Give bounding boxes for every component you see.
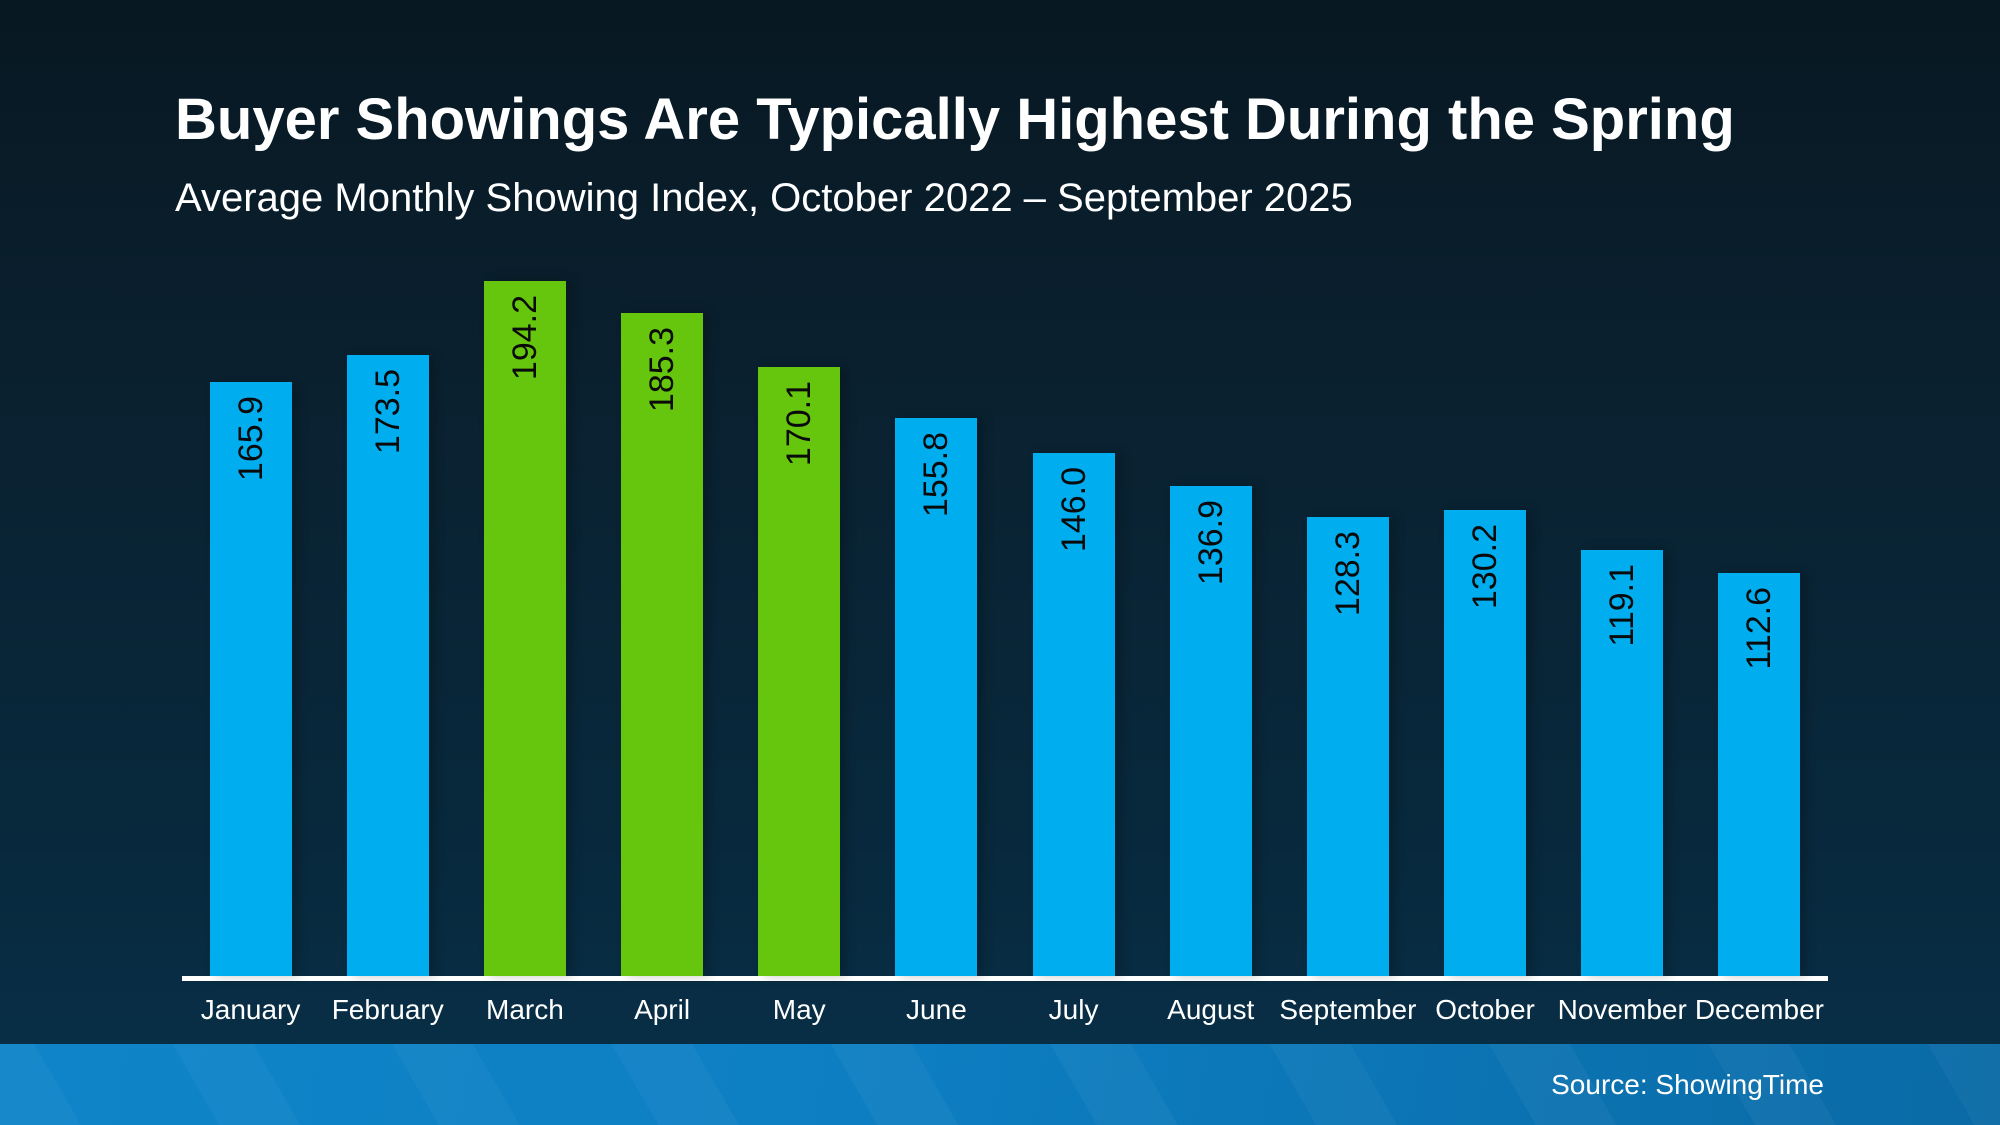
bar-august: 136.9 (1169, 486, 1252, 976)
bar-value-may: 170.1 (780, 381, 819, 467)
bar-value-september: 128.3 (1328, 531, 1367, 617)
x-tick-march: March (486, 994, 564, 1025)
bar-value-january: 165.9 (231, 396, 270, 482)
source-attribution: Source: ShowingTime (1551, 1069, 1824, 1100)
bar-value-august: 136.9 (1191, 500, 1230, 586)
x-tick-june: June (906, 994, 967, 1025)
bar-april: 185.3 (621, 313, 704, 976)
bar-value-july: 146.0 (1054, 467, 1093, 553)
bar-value-june: 155.8 (917, 432, 956, 518)
x-tick-december: December (1694, 994, 1824, 1025)
x-tick-january: January (200, 994, 301, 1025)
bar-september: 128.3 (1306, 517, 1389, 976)
x-tick-april: April (634, 994, 691, 1025)
chart-plot-area: 165.9 173.5 194.2 185.3 170.1 155.8 146.0 136.9… (182, 240, 1828, 981)
x-tick-may: May (772, 994, 826, 1025)
x-tick-august: August (1167, 994, 1255, 1025)
bar-october: 130.2 (1444, 510, 1527, 976)
bar-february: 173.5 (346, 355, 429, 976)
x-tick-february: February (331, 994, 444, 1025)
x-tick-september: September (1279, 994, 1417, 1025)
bar-january: 165.9 (209, 382, 292, 976)
bar-may: 170.1 (758, 367, 841, 976)
bar-june: 155.8 (895, 418, 978, 976)
bar-value-march: 194.2 (505, 295, 544, 381)
bar-value-december: 112.6 (1740, 587, 1779, 670)
x-axis-line (182, 976, 1828, 981)
bar-march: 194.2 (483, 281, 566, 976)
x-tick-november: November (1557, 994, 1687, 1025)
x-axis-labels: January February March April May June July Augu… (182, 990, 1828, 1030)
bar-december: 112.6 (1718, 573, 1801, 976)
bar-value-october: 130.2 (1466, 524, 1505, 610)
bar-november: 119.1 (1581, 550, 1664, 976)
bar-value-april: 185.3 (643, 327, 682, 413)
x-tick-july: July (1048, 994, 1099, 1025)
chart-subtitle: Average Monthly Showing Index, October 2… (175, 176, 1353, 220)
chart-title: Buyer Showings Are Typically Highest Dur… (175, 87, 1735, 152)
bar-value-november: 119.1 (1603, 564, 1642, 647)
bar-value-february: 173.5 (368, 369, 407, 455)
bar-july: 146.0 (1032, 453, 1115, 976)
footer-bar: Source: ShowingTime (0, 1044, 2000, 1125)
x-tick-october: October (1435, 994, 1535, 1025)
